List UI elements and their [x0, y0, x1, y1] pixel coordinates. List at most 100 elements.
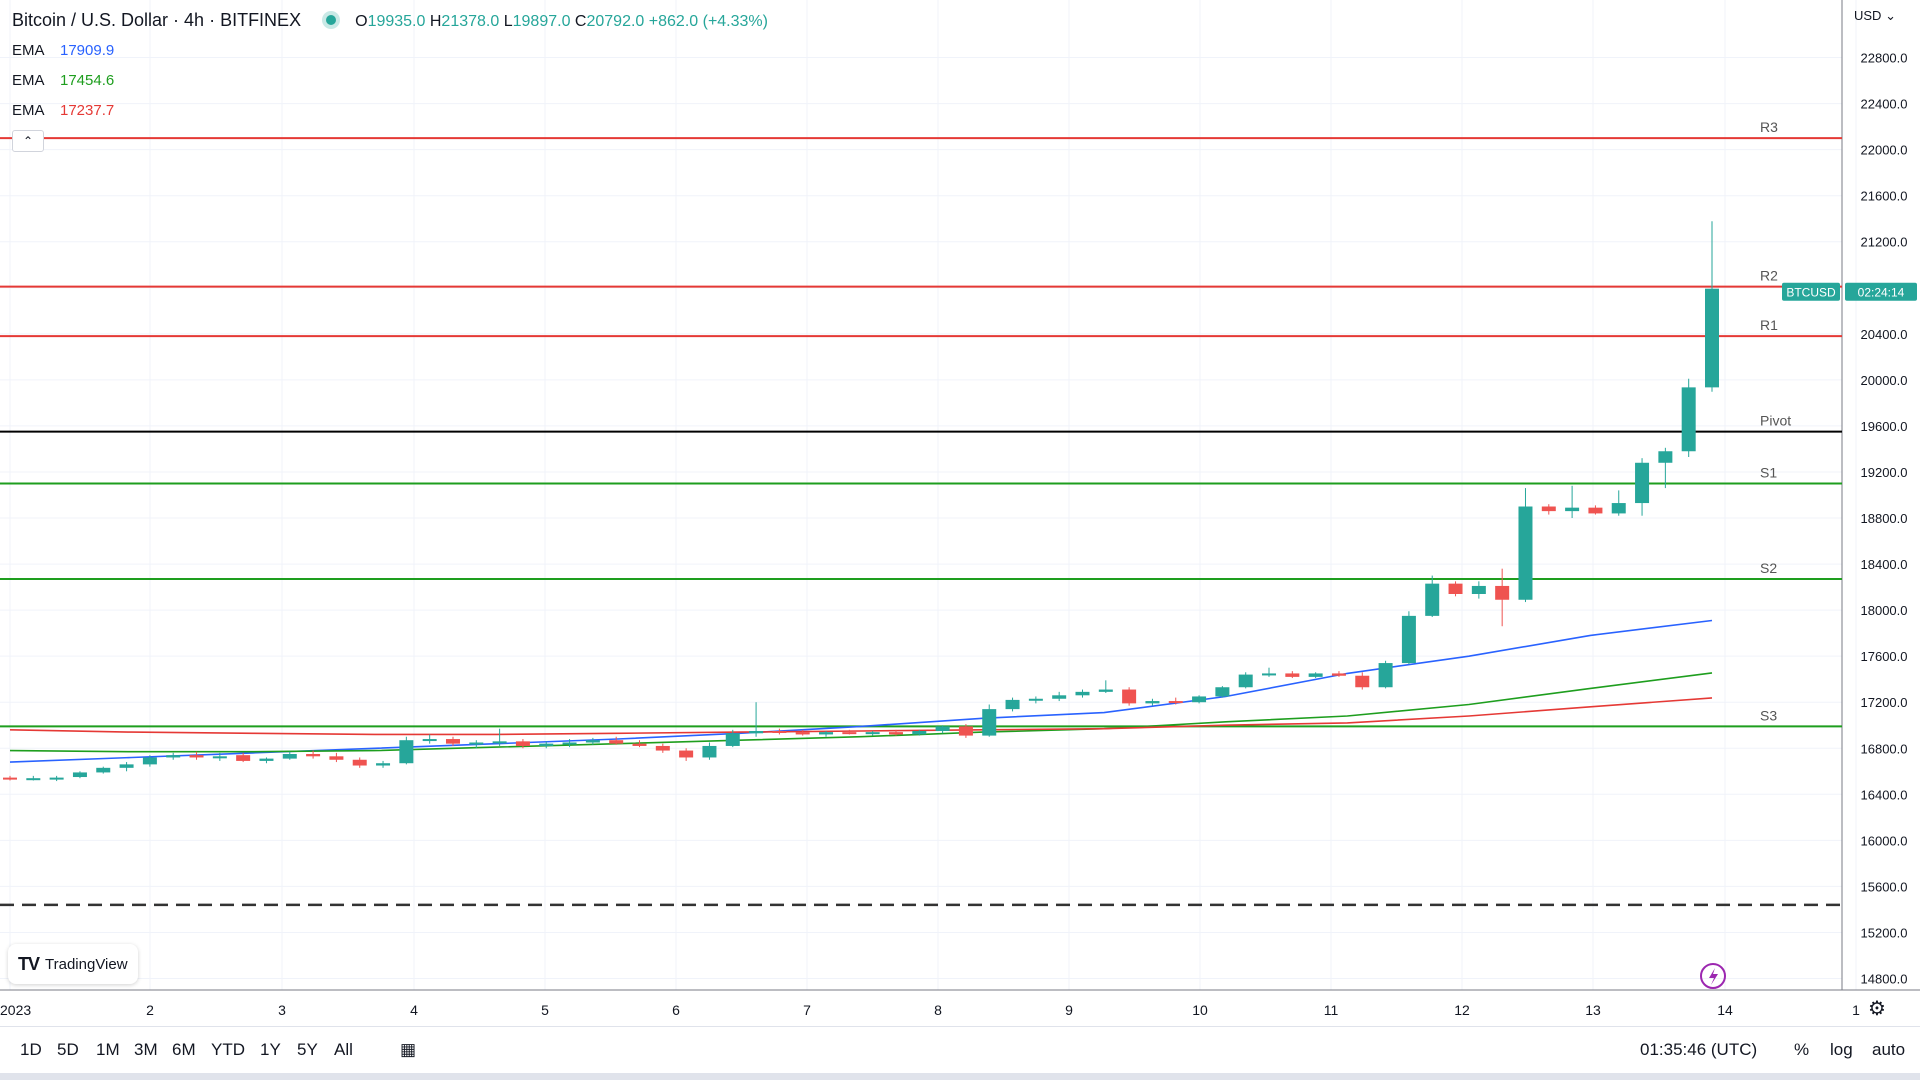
indicator-ema-1[interactable]: EMA 17909.9 — [12, 42, 115, 59]
tradingview-mark-icon: TV — [18, 953, 40, 974]
x-tick-label: 5 — [541, 1002, 549, 1018]
y-tick-label: 18000.0 — [1861, 603, 1908, 618]
tradingview-wordmark: TradingView — [45, 955, 128, 973]
candle-body — [1495, 585, 1510, 600]
range-button-6m[interactable]: 6M — [172, 1040, 196, 1059]
candle-body — [1075, 691, 1090, 696]
candle-body — [515, 741, 530, 746]
y-tick-label: 17600.0 — [1861, 649, 1908, 664]
candle-body — [632, 743, 647, 746]
y-tick-label: 22800.0 — [1861, 51, 1908, 66]
x-tick-label: 13 — [1585, 1002, 1601, 1018]
candle-body — [1635, 462, 1650, 504]
candle-body — [702, 745, 717, 758]
close-value: 20792.0 — [586, 13, 645, 30]
range-button-3m[interactable]: 3M — [134, 1040, 158, 1059]
candle-body — [749, 730, 764, 734]
candle-body — [166, 755, 181, 758]
range-button-ytd[interactable]: YTD — [211, 1040, 245, 1059]
candle-body — [725, 733, 740, 746]
candle-body — [795, 732, 810, 735]
ema-2-value: 17454.6 — [60, 72, 115, 89]
y-tick-label: 14800.0 — [1861, 971, 1908, 986]
candle-body — [1588, 507, 1603, 514]
x-tick-label: 7 — [803, 1002, 811, 1018]
candle-body — [1168, 701, 1183, 704]
candle-body — [1518, 506, 1533, 600]
candle-body — [1425, 583, 1440, 616]
calendar-icon[interactable]: ▦ — [400, 1040, 417, 1059]
indicator-ema-2[interactable]: EMA 17454.6 — [12, 72, 115, 89]
y-tick-label: 16000.0 — [1861, 833, 1908, 848]
candle-body — [1611, 503, 1626, 514]
candle-body — [1262, 673, 1277, 676]
x-tick-label: 12 — [1454, 1002, 1470, 1018]
range-button-5y[interactable]: 5Y — [297, 1040, 318, 1059]
candle-body — [935, 726, 950, 731]
pivot-label-r1: R1 — [1760, 317, 1778, 333]
candle-body — [1052, 695, 1067, 699]
candle-body — [539, 743, 554, 746]
x-tick-label: 3 — [278, 1002, 286, 1018]
candle-body — [982, 709, 997, 736]
x-tick-label: 1 — [1852, 1002, 1860, 1018]
range-button-1d[interactable]: 1D — [20, 1040, 42, 1059]
candle-body — [1448, 583, 1463, 594]
candle-body — [72, 772, 87, 778]
candle-body — [655, 745, 670, 751]
candle-body — [1238, 674, 1253, 688]
candle-body — [492, 741, 507, 744]
tradingview-logo[interactable]: TV TradingView — [8, 944, 138, 984]
footer-strip — [0, 1073, 1920, 1080]
candle-body — [376, 763, 391, 766]
x-tick-label: 10 — [1192, 1002, 1208, 1018]
ema-line-3 — [9, 697, 1713, 736]
range-button-1m[interactable]: 1M — [96, 1040, 120, 1059]
candle-body — [445, 739, 460, 744]
ohlc-values: O19935.0 H21378.0 L19897.0 C20792.0 +862… — [355, 13, 768, 30]
y-tick-label: 21600.0 — [1861, 189, 1908, 204]
range-button-1y[interactable]: 1Y — [260, 1040, 281, 1059]
candle-body — [26, 778, 41, 781]
x-tick-label: 4 — [410, 1002, 418, 1018]
lightning-bolt-icon — [1709, 968, 1718, 985]
candle-body — [399, 740, 414, 764]
gear-icon[interactable]: ⚙ — [1868, 998, 1886, 1020]
y-tick-label: 15200.0 — [1861, 925, 1908, 940]
range-button-5d[interactable]: 5D — [57, 1040, 79, 1059]
candle-body — [1122, 689, 1137, 704]
indicator-ema-3[interactable]: EMA 17237.7 — [12, 102, 115, 119]
candle-body — [609, 740, 624, 744]
percent-toggle[interactable]: % — [1794, 1040, 1810, 1059]
bottom-toolbar — [0, 1026, 1920, 1073]
x-tick-label: 9 — [1065, 1002, 1073, 1018]
candle-body — [865, 732, 880, 735]
y-tick-label: 19600.0 — [1861, 419, 1908, 434]
x-tick-label: 11 — [1324, 1002, 1339, 1018]
y-tick-label: 22000.0 — [1861, 143, 1908, 158]
range-button-all[interactable]: All — [334, 1040, 353, 1059]
change-value: +862.0 (+4.33%) — [648, 13, 768, 30]
symbol-price-tag — [1782, 282, 1840, 301]
pivot-label-pivot: Pivot — [1760, 413, 1791, 429]
candle-body — [958, 726, 973, 736]
price-chart[interactable]: 2023 2 3 4 5 6 7 8 9 10 11 12 13 14 1 14800.0 15200.0 156… — [0, 0, 1920, 1025]
candle-body — [1355, 675, 1370, 688]
candle-body — [259, 758, 274, 761]
ema-3-value: 17237.7 — [60, 102, 115, 119]
chevron-up-icon[interactable]: ⌃ — [12, 130, 44, 152]
candle-body — [119, 764, 134, 768]
symbol-title[interactable]: Bitcoin / U.S. Dollar · 4h · BITFINEX — [12, 10, 302, 30]
ema-line-1 — [9, 619, 1713, 763]
candle-body — [3, 777, 17, 780]
candle-body — [282, 754, 297, 759]
currency-selector[interactable]: USD ⌄ — [1854, 8, 1896, 23]
market-status-icon — [326, 15, 337, 26]
log-toggle[interactable]: log — [1830, 1040, 1853, 1059]
candle-body — [329, 756, 344, 760]
candle-body — [49, 777, 64, 780]
high-value: 21378.0 — [441, 13, 500, 30]
auto-toggle[interactable]: auto — [1872, 1040, 1906, 1059]
clock-readout[interactable]: 01:35:46 (UTC) — [1640, 1040, 1758, 1059]
x-tick-label: 2 — [146, 1002, 154, 1018]
